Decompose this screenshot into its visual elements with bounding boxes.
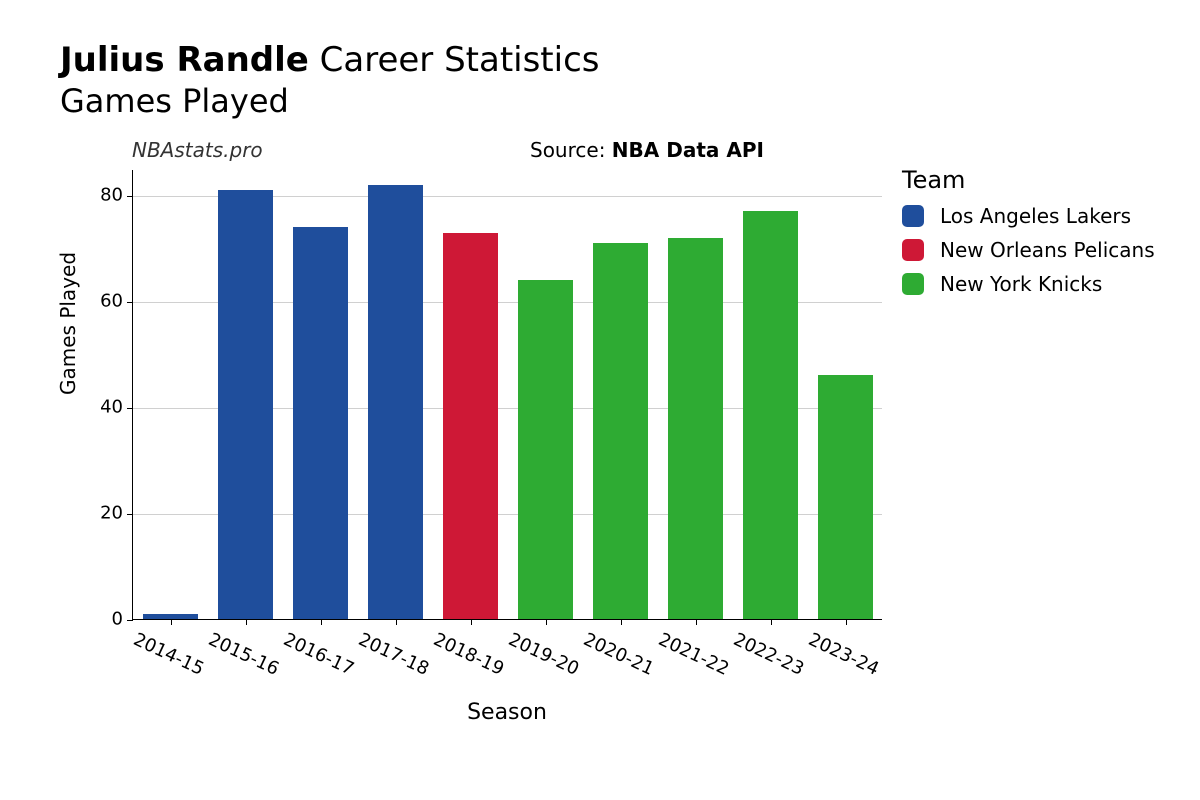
legend-label: Los Angeles Lakers xyxy=(940,204,1131,228)
legend-item: New York Knicks xyxy=(902,272,1155,296)
xtick-mark xyxy=(471,619,472,625)
legend-title: Team xyxy=(902,166,1155,194)
legend-label: New York Knicks xyxy=(940,272,1102,296)
legend-item: New Orleans Pelicans xyxy=(902,238,1155,262)
xtick-mark xyxy=(621,619,622,625)
legend: Team Los Angeles Lakers New Orleans Pelic… xyxy=(902,166,1155,306)
xtick-label: 2016-17 xyxy=(280,629,357,680)
xtick-label: 2022-23 xyxy=(730,629,807,680)
xtick-label: 2023-24 xyxy=(805,629,882,680)
bar xyxy=(818,375,874,619)
ytick-label: 0 xyxy=(93,609,133,630)
title-line-1: Julius Randle Career Statistics xyxy=(60,40,1160,80)
y-axis-label: Games Played xyxy=(56,252,80,395)
bar xyxy=(743,211,799,619)
title-suffix: Career Statistics xyxy=(320,40,600,80)
ytick-label: 20 xyxy=(93,503,133,524)
xtick-label: 2014-15 xyxy=(130,629,207,680)
plot-region: 0204060802014-152015-162016-172017-18201… xyxy=(132,170,882,620)
legend-swatch xyxy=(902,273,924,295)
meta-row: NBAstats.pro Source: NBA Data API xyxy=(60,138,1160,166)
xtick-label: 2015-16 xyxy=(205,629,282,680)
bar xyxy=(668,238,724,619)
xtick-label: 2020-21 xyxy=(580,629,657,680)
watermark-text: NBAstats.pro xyxy=(132,138,263,162)
chart-title: Julius Randle Career Statistics Games Pl… xyxy=(60,40,1160,120)
ytick-label: 80 xyxy=(93,185,133,206)
chart-area: Games Played 0204060802014-152015-162016… xyxy=(60,170,1160,730)
legend-label: New Orleans Pelicans xyxy=(940,238,1155,262)
header-block: Julius Randle Career Statistics Games Pl… xyxy=(60,40,1160,166)
bar xyxy=(293,227,349,619)
legend-swatch xyxy=(902,205,924,227)
xtick-label: 2017-18 xyxy=(355,629,432,680)
source-text: Source: NBA Data API xyxy=(530,138,764,162)
ytick-label: 60 xyxy=(93,291,133,312)
xtick-mark xyxy=(171,619,172,625)
bar xyxy=(143,614,199,619)
xtick-label: 2021-22 xyxy=(655,629,732,680)
xtick-mark xyxy=(246,619,247,625)
xtick-mark xyxy=(846,619,847,625)
bar xyxy=(518,280,574,619)
bar xyxy=(368,185,424,619)
xtick-label: 2018-19 xyxy=(430,629,507,680)
xtick-mark xyxy=(396,619,397,625)
legend-item: Los Angeles Lakers xyxy=(902,204,1155,228)
xtick-mark xyxy=(321,619,322,625)
ytick-label: 40 xyxy=(93,397,133,418)
xtick-label: 2019-20 xyxy=(505,629,582,680)
legend-swatch xyxy=(902,239,924,261)
xtick-mark xyxy=(546,619,547,625)
bar xyxy=(218,190,274,619)
source-prefix: Source: xyxy=(530,138,612,162)
player-name: Julius Randle xyxy=(60,40,309,80)
x-axis-label: Season xyxy=(132,700,882,725)
xtick-mark xyxy=(696,619,697,625)
bar xyxy=(593,243,649,619)
source-name: NBA Data API xyxy=(612,138,764,162)
title-subtitle: Games Played xyxy=(60,82,1160,120)
bar xyxy=(443,233,499,619)
xtick-mark xyxy=(771,619,772,625)
